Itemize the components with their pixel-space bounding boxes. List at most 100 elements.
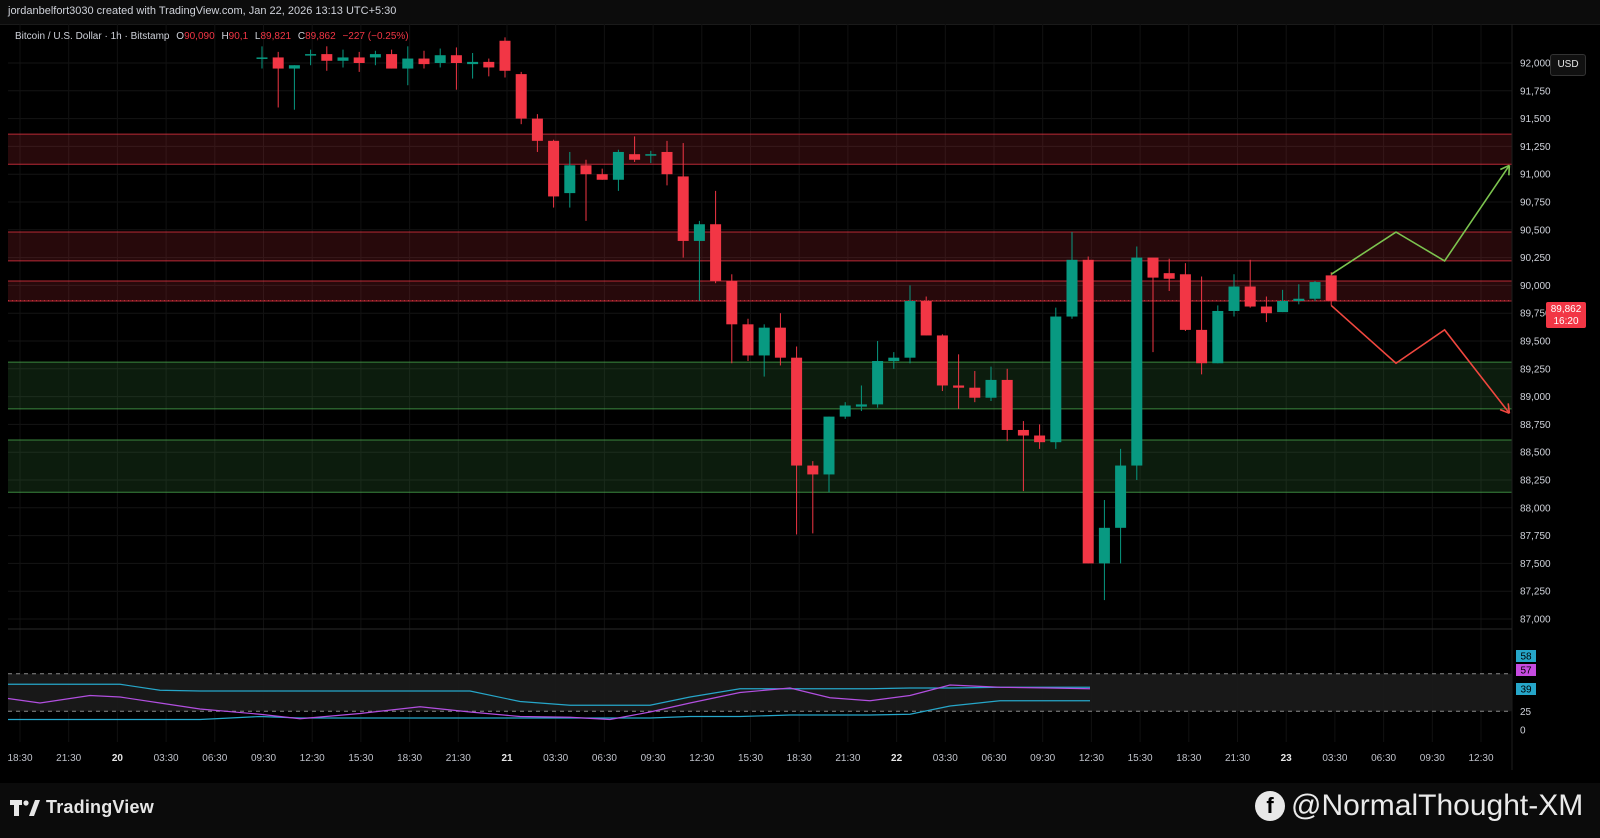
candle bbox=[661, 140, 673, 186]
candle bbox=[1001, 368, 1013, 442]
candle-body bbox=[1147, 257, 1159, 278]
candle-body bbox=[1212, 310, 1224, 364]
candle-body bbox=[1309, 282, 1321, 299]
candle bbox=[1179, 263, 1191, 331]
x-tick-label: 06:30 bbox=[592, 753, 617, 764]
y-tick-label: 89,500 bbox=[1520, 337, 1551, 348]
grid bbox=[8, 24, 1512, 742]
svg-text:Bitcoin / U.S. Dollar · 1h · B: Bitcoin / U.S. Dollar · 1h · Bitstamp O9… bbox=[15, 31, 409, 42]
candle-body bbox=[1115, 465, 1127, 528]
candle-body bbox=[661, 151, 673, 175]
candle-body bbox=[515, 74, 527, 119]
candle bbox=[612, 149, 624, 191]
candle bbox=[758, 324, 770, 377]
channel-upper-line bbox=[8, 683, 1090, 706]
y-tick-label: 87,500 bbox=[1520, 559, 1551, 570]
x-tick-label: 06:30 bbox=[202, 753, 227, 764]
x-tick-label: 22 bbox=[891, 753, 903, 764]
candle bbox=[1147, 257, 1159, 353]
y-tick-label: 92,000 bbox=[1520, 59, 1551, 70]
candle bbox=[483, 58, 495, 77]
candle bbox=[386, 49, 398, 69]
oscillator-readout: 57 bbox=[1520, 666, 1532, 677]
candle-body bbox=[288, 65, 300, 69]
candle bbox=[548, 139, 560, 208]
candle-body bbox=[272, 57, 284, 69]
candle bbox=[629, 136, 641, 162]
candle-body bbox=[1244, 286, 1256, 307]
candle bbox=[499, 37, 511, 78]
candle bbox=[353, 51, 365, 72]
candle bbox=[1325, 272, 1337, 306]
candle bbox=[904, 285, 916, 364]
candle-body bbox=[256, 57, 268, 59]
y-tick-label: 91,750 bbox=[1520, 86, 1551, 97]
candle bbox=[920, 296, 932, 336]
candle-body bbox=[1228, 286, 1240, 311]
candles bbox=[256, 37, 1337, 601]
x-tick-label: 03:30 bbox=[543, 753, 568, 764]
candle-body bbox=[580, 165, 592, 175]
resistance-zone bbox=[8, 280, 1512, 301]
candle bbox=[1228, 274, 1240, 317]
legend-high-label: H bbox=[221, 31, 228, 42]
candle-body bbox=[402, 58, 414, 69]
x-tick-label: 15:30 bbox=[1128, 753, 1153, 764]
legend-symbol: Bitcoin / U.S. Dollar · 1h · Bitstamp bbox=[15, 31, 170, 42]
candle bbox=[839, 402, 851, 419]
candle bbox=[1017, 421, 1029, 492]
candle-body bbox=[1277, 300, 1289, 313]
x-tick-label: 12:30 bbox=[689, 753, 714, 764]
price-axis: 92,000 91,750 91,500 91,250 91,000 90,750 90,5… bbox=[1511, 24, 1551, 770]
candle bbox=[1309, 280, 1321, 301]
oscillator-readout-box bbox=[1516, 650, 1536, 662]
candle bbox=[710, 190, 722, 284]
x-tick-label: 18:30 bbox=[1176, 753, 1201, 764]
oscillator-readout-box bbox=[1516, 683, 1536, 695]
candle-body bbox=[321, 54, 333, 61]
candle bbox=[467, 52, 479, 79]
candle-body bbox=[596, 174, 608, 180]
candle-body bbox=[855, 404, 867, 407]
x-tick-label: 09:30 bbox=[1030, 753, 1055, 764]
x-tick-label: 03:30 bbox=[154, 753, 179, 764]
y-tick-label: 88,000 bbox=[1520, 503, 1551, 514]
candle-body bbox=[629, 154, 641, 160]
candle-body bbox=[742, 324, 754, 356]
candle-body bbox=[1293, 298, 1305, 301]
candle bbox=[1131, 246, 1143, 480]
candle bbox=[305, 49, 317, 66]
candle-body bbox=[1034, 435, 1046, 443]
candle bbox=[1196, 276, 1208, 375]
candle-body bbox=[807, 465, 819, 475]
candle bbox=[288, 65, 300, 110]
bullish-projection bbox=[1330, 164, 1511, 275]
candle-body bbox=[872, 361, 884, 405]
candle-body bbox=[1163, 273, 1175, 279]
y-tick-label: 90,000 bbox=[1520, 281, 1551, 292]
price-chart[interactable]: 92,000 91,750 91,500 91,250 91,000 90,750 90,5… bbox=[0, 24, 1600, 783]
candle-body bbox=[467, 61, 479, 65]
x-tick-label: 09:30 bbox=[1420, 753, 1445, 764]
candle bbox=[1293, 284, 1305, 305]
y-tick-label: 91,250 bbox=[1520, 142, 1551, 153]
zones bbox=[8, 133, 1512, 493]
candle bbox=[936, 334, 948, 392]
candle-body bbox=[612, 151, 624, 180]
oscillator-readout: 39 bbox=[1520, 685, 1532, 696]
candle-body bbox=[499, 40, 511, 71]
tradingview-logo[interactable]: TradingView bbox=[10, 797, 154, 818]
legend-low: 89,821 bbox=[260, 31, 291, 42]
x-tick-label: 20 bbox=[112, 753, 124, 764]
currency-button[interactable]: USD bbox=[1550, 54, 1586, 76]
candle-body bbox=[434, 55, 446, 63]
candle-body bbox=[953, 385, 965, 388]
chart-frame[interactable]: 92,000 91,750 91,500 91,250 91,000 90,750 90,5… bbox=[0, 24, 1600, 783]
y-tick-label: 91,500 bbox=[1520, 114, 1551, 125]
x-tick-label: 12:30 bbox=[1468, 753, 1493, 764]
rsi-line bbox=[7, 684, 1091, 721]
y-tick-label: 91,000 bbox=[1520, 170, 1551, 181]
legend-high: 90,1 bbox=[229, 31, 249, 42]
x-tick-label: 21:30 bbox=[1225, 753, 1250, 764]
candle bbox=[1098, 500, 1110, 601]
